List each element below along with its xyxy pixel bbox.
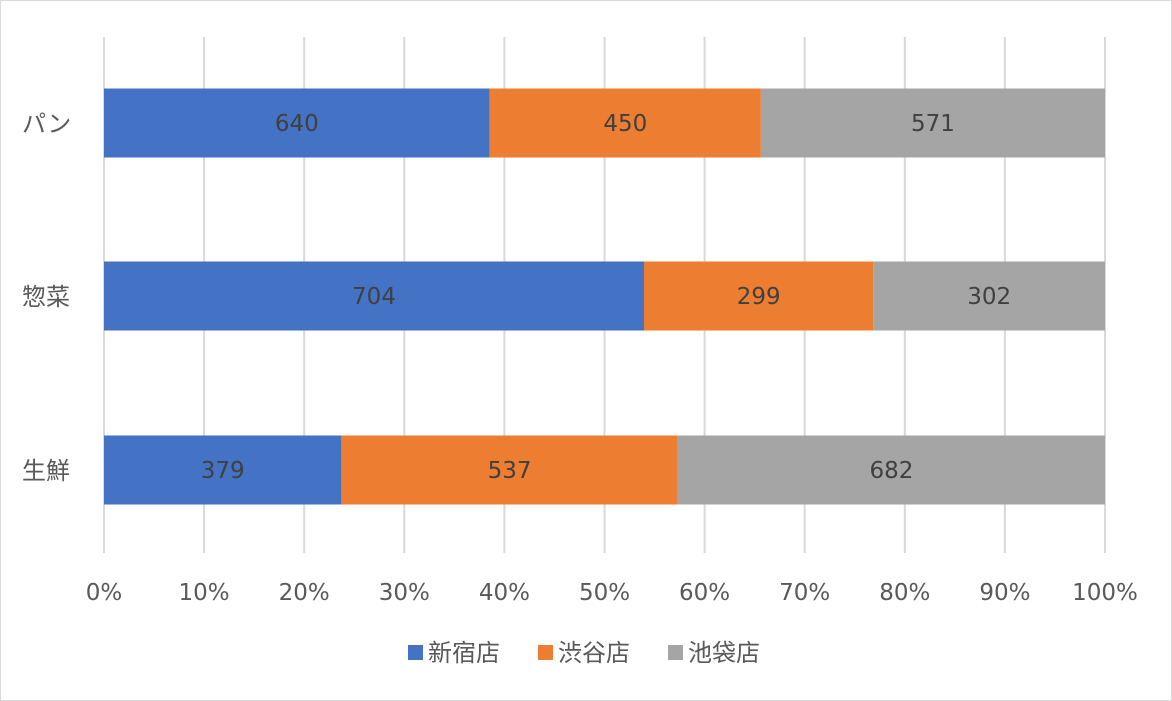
bar-segment[interactable] bbox=[644, 261, 874, 331]
data-label: 704 bbox=[352, 284, 396, 310]
x-tick-label: 0% bbox=[86, 580, 123, 606]
x-tick-label: 100% bbox=[1072, 580, 1138, 606]
bar-segment[interactable] bbox=[489, 88, 761, 158]
bar-segment[interactable] bbox=[677, 435, 1105, 505]
x-tick-label: 30% bbox=[379, 580, 430, 606]
x-tick-label: 50% bbox=[579, 580, 630, 606]
x-tick-label: 60% bbox=[679, 580, 730, 606]
x-tick-label: 40% bbox=[479, 580, 530, 606]
bar-segment[interactable] bbox=[341, 435, 678, 505]
category-label: 惣菜 bbox=[22, 283, 70, 311]
legend-swatch bbox=[408, 645, 423, 660]
bar-segment[interactable] bbox=[104, 88, 490, 158]
bar-segment[interactable] bbox=[104, 261, 645, 331]
legend-swatch bbox=[668, 645, 683, 660]
data-label: 682 bbox=[869, 458, 913, 484]
data-label: 537 bbox=[488, 458, 532, 484]
legend-label[interactable]: 渋谷店 bbox=[558, 639, 630, 667]
data-label: 302 bbox=[967, 284, 1011, 310]
x-tick-label: 80% bbox=[879, 580, 930, 606]
bars bbox=[104, 88, 1105, 505]
x-tick-label: 20% bbox=[279, 580, 330, 606]
legend[interactable]: 新宿店 渋谷店 池袋店 bbox=[408, 639, 760, 667]
bar-segment[interactable] bbox=[760, 88, 1105, 158]
category-label: パン bbox=[22, 110, 71, 138]
data-labels: 640 450 571 704 299 302 379 537 682 bbox=[201, 111, 1011, 484]
x-tick-label: 90% bbox=[979, 580, 1030, 606]
data-label: 379 bbox=[201, 458, 245, 484]
legend-swatch bbox=[538, 645, 553, 660]
bar-segment[interactable] bbox=[873, 261, 1105, 331]
legend-label[interactable]: 池袋店 bbox=[688, 639, 760, 667]
legend-label[interactable]: 新宿店 bbox=[428, 639, 500, 667]
bar-segment[interactable] bbox=[104, 435, 342, 505]
data-label: 640 bbox=[275, 111, 319, 137]
data-label: 299 bbox=[737, 284, 781, 310]
x-tick-label: 10% bbox=[179, 580, 230, 606]
category-label: 生鮮 bbox=[22, 457, 70, 485]
data-label: 450 bbox=[603, 111, 647, 137]
x-tick-label: 70% bbox=[779, 580, 830, 606]
data-label: 571 bbox=[911, 111, 955, 137]
